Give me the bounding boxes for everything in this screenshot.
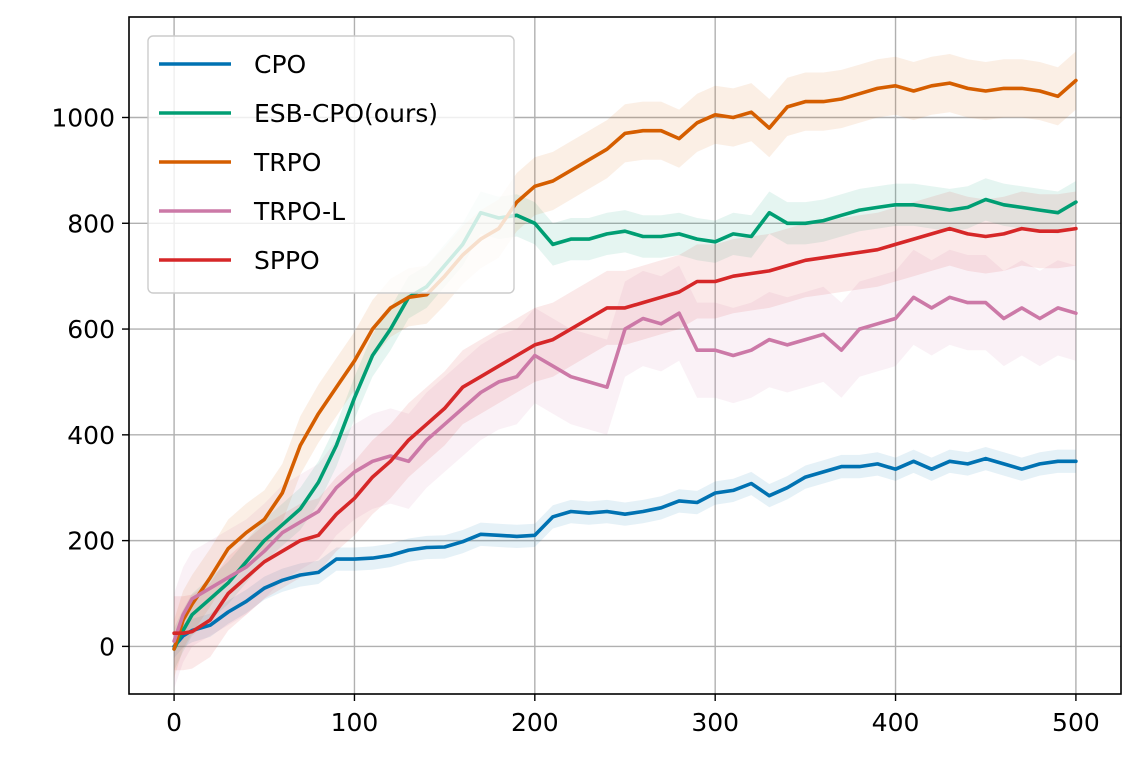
y-tick-label: 400 <box>67 421 115 450</box>
band-sppo <box>174 191 1076 671</box>
band-cpo <box>174 447 1076 658</box>
x-tick-label: 500 <box>1052 708 1100 737</box>
band-trpo <box>174 51 1076 679</box>
legend-label-trpo: TRPO <box>253 148 321 177</box>
y-axis-ticks: 0 200 400 600 800 1000 <box>51 103 129 661</box>
series-line-sppo <box>172 226 1078 635</box>
y-tick-label: 0 <box>99 632 115 661</box>
legend-label-trpo-l: TRPO-L <box>253 197 345 226</box>
x-tick-label: 200 <box>511 708 559 737</box>
legend-label-esb-cpo-ours: ESB-CPO(ours) <box>254 99 438 128</box>
x-tick-label: 300 <box>691 708 739 737</box>
series-line-esb-cpo-ours <box>172 197 1078 651</box>
x-tick-label: 100 <box>331 708 379 737</box>
x-tick-label: 400 <box>872 708 920 737</box>
y-tick-label: 200 <box>67 527 115 556</box>
series-line-trpo-l <box>172 295 1078 643</box>
x-axis-ticks: 0 100 200 300 400 500 <box>166 694 1100 737</box>
legend: CPO ESB-CPO(ours) TRPO TRPO-L SPPO <box>147 35 515 294</box>
y-tick-label: 600 <box>67 315 115 344</box>
legend-label-cpo: CPO <box>254 50 306 79</box>
series-lines <box>172 78 1078 651</box>
y-tick-label: 1000 <box>51 103 115 132</box>
x-tick-label: 0 <box>166 708 182 737</box>
legend-box <box>147 35 515 294</box>
series-line-cpo <box>172 456 1078 649</box>
series-line-trpo <box>172 78 1078 651</box>
y-tick-label: 800 <box>67 209 115 238</box>
band-trpo-l <box>174 249 1076 689</box>
legend-label-sppo: SPPO <box>254 246 320 275</box>
plot-frame <box>128 16 1122 695</box>
